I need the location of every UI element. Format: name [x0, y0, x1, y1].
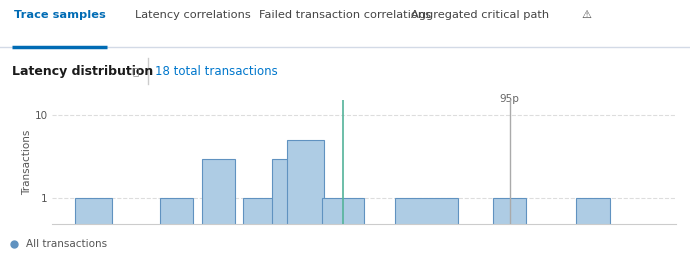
- Text: Latency correlations: Latency correlations: [135, 11, 250, 20]
- Text: Failed transaction correlations: Failed transaction correlations: [259, 11, 431, 20]
- Bar: [576, 198, 609, 257]
- Bar: [273, 159, 293, 257]
- Bar: [75, 198, 112, 257]
- Text: Latency distribution: Latency distribution: [12, 65, 154, 78]
- Text: ⚠: ⚠: [582, 11, 591, 20]
- Bar: [244, 198, 277, 257]
- Text: ⓘ: ⓘ: [132, 66, 139, 76]
- Bar: [322, 198, 364, 257]
- Text: 18 total transactions: 18 total transactions: [155, 65, 278, 78]
- Text: Trace samples: Trace samples: [14, 11, 106, 20]
- Bar: [201, 159, 235, 257]
- Bar: [160, 198, 193, 257]
- Text: All transactions: All transactions: [26, 239, 107, 249]
- Bar: [493, 198, 526, 257]
- Bar: [287, 140, 324, 257]
- Text: 95p: 95p: [500, 94, 520, 104]
- Y-axis label: Transactions: Transactions: [21, 129, 32, 195]
- Text: Aggregated critical path: Aggregated critical path: [411, 11, 549, 20]
- Bar: [395, 198, 457, 257]
